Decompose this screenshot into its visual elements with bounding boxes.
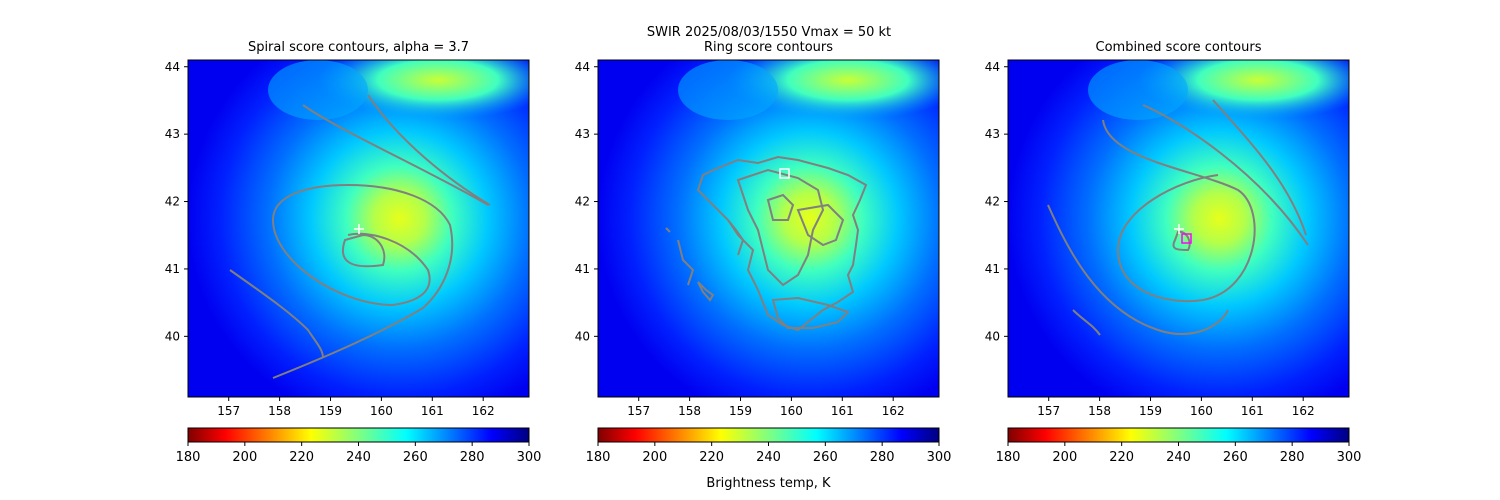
colorbar-tick-label: 180 — [586, 450, 611, 465]
y-tick-label: 42 — [575, 195, 590, 209]
center-marker — [354, 224, 364, 234]
contours — [229, 94, 491, 379]
colorbar-tick-label: 240 — [756, 450, 781, 465]
y-tick-label: 42 — [985, 195, 1000, 209]
colorbar-tick-label: 200 — [1052, 450, 1077, 465]
x-tick-label: 162 — [1292, 404, 1315, 418]
x-tick-label: 161 — [1241, 404, 1264, 418]
x-tick-label: 157 — [217, 404, 240, 418]
x-tick-label: 161 — [421, 404, 444, 418]
x-tick-label: 158 — [678, 404, 701, 418]
colorbar-tick-label: 220 — [1109, 450, 1134, 465]
colorbar-tick-label: 260 — [403, 450, 428, 465]
x-tick-label: 157 — [1037, 404, 1060, 418]
y-tick-label: 44 — [575, 60, 590, 74]
x-tick-label: 158 — [268, 404, 291, 418]
y-axis: 40 41 42 43 44 — [985, 60, 1008, 343]
panel-ring: Ring score contours 157 158 159 160 161 162 4… — [575, 40, 940, 418]
ring-center-marker — [779, 168, 790, 179]
colorbar-tick-label: 260 — [1223, 450, 1248, 465]
combined-center-marker — [1181, 233, 1192, 244]
satellite-image — [188, 60, 529, 397]
colorbar: 180 200 220 240 260 280 300 — [996, 427, 1362, 465]
y-axis: 40 41 42 43 44 — [165, 60, 188, 343]
colorbar-tick-label: 220 — [699, 450, 724, 465]
y-axis: 40 41 42 43 44 — [575, 60, 598, 343]
panel-title: Ring score contours — [704, 40, 833, 55]
colorbar-tick-label: 280 — [870, 450, 895, 465]
center-marker — [1174, 224, 1184, 234]
x-axis: 157 158 159 160 161 162 — [217, 397, 495, 418]
contours — [1047, 99, 1309, 336]
y-tick-label: 41 — [575, 262, 590, 276]
x-tick-label: 160 — [370, 404, 393, 418]
satellite-image — [598, 60, 939, 397]
panel-combined: Combined score contours 157 158 159 160 161 1… — [985, 40, 1350, 418]
y-tick-label: 44 — [985, 60, 1000, 74]
x-tick-label: 159 — [1139, 404, 1162, 418]
axes-frame — [187, 59, 530, 398]
y-tick-label: 40 — [985, 329, 1000, 343]
x-tick-label: 160 — [780, 404, 803, 418]
y-tick-label: 43 — [575, 127, 590, 141]
ring-contours — [665, 155, 868, 332]
colorbar-tick-label: 180 — [176, 450, 201, 465]
x-tick-label: 159 — [319, 404, 342, 418]
y-tick-label: 40 — [165, 329, 180, 343]
colorbar-tick-label: 240 — [1166, 450, 1191, 465]
satellite-image — [1008, 60, 1349, 397]
y-tick-label: 44 — [165, 60, 180, 74]
colorbar: 180 200 220 240 260 280 300 — [176, 427, 542, 465]
panel-title: Spiral score contours, alpha = 3.7 — [248, 40, 469, 55]
x-axis: 157 158 159 160 161 162 — [627, 397, 905, 418]
axes-frame — [597, 59, 940, 398]
x-tick-label: 161 — [831, 404, 854, 418]
x-tick-label: 159 — [729, 404, 752, 418]
colorbar-label: Brightness temp, K — [706, 476, 831, 491]
colorbar: 180 200 220 240 260 280 300 Brightness temp, K — [586, 427, 952, 491]
x-tick-label: 157 — [627, 404, 650, 418]
colorbar-tick-label: 180 — [996, 450, 1021, 465]
y-tick-label: 40 — [575, 329, 590, 343]
colorbar-tick-label: 280 — [1280, 450, 1305, 465]
x-tick-label: 158 — [1088, 404, 1111, 418]
y-tick-label: 41 — [165, 262, 180, 276]
colorbar-tick-label: 300 — [927, 450, 952, 465]
colorbar-tick-label: 240 — [346, 450, 371, 465]
x-axis: 157 158 159 160 161 162 — [1037, 397, 1315, 418]
panel-spiral: Spiral score contours, alpha = 3.7 157 15… — [165, 40, 530, 418]
colorbar-tick-label: 220 — [289, 450, 314, 465]
colorbar-tick-label: 200 — [232, 450, 257, 465]
x-tick-label: 162 — [882, 404, 905, 418]
axes-frame — [1007, 59, 1350, 398]
x-tick-label: 160 — [1190, 404, 1213, 418]
y-tick-label: 42 — [165, 195, 180, 209]
colorbar-tick-label: 300 — [1337, 450, 1362, 465]
figure-suptitle: SWIR 2025/08/03/1550 Vmax = 50 kt — [647, 25, 891, 40]
colorbar-tick-label: 200 — [642, 450, 667, 465]
y-tick-label: 43 — [165, 127, 180, 141]
x-tick-label: 162 — [472, 404, 495, 418]
y-tick-label: 43 — [985, 127, 1000, 141]
y-tick-label: 41 — [985, 262, 1000, 276]
colorbar-tick-label: 260 — [813, 450, 838, 465]
panel-title: Combined score contours — [1096, 40, 1262, 55]
colorbar-tick-label: 300 — [517, 450, 542, 465]
colorbar-tick-label: 280 — [460, 450, 485, 465]
